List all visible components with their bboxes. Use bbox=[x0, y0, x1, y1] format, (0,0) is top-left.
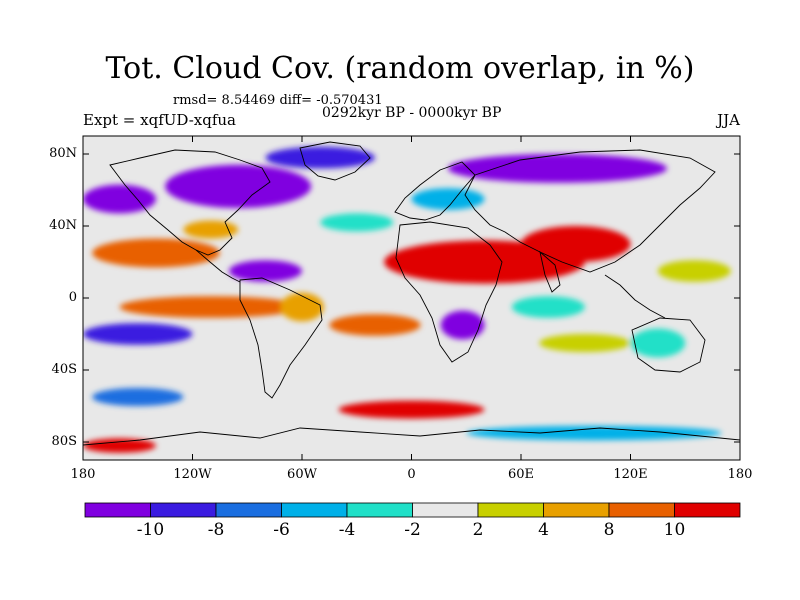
lat-tick-label: 40N bbox=[49, 218, 77, 233]
lat-tick-label: 80N bbox=[49, 146, 77, 161]
colorbar-segment bbox=[215, 502, 282, 518]
lon-tick-label: 60E bbox=[507, 467, 535, 482]
lon-tick-label: 60W bbox=[287, 467, 317, 482]
longitude-ticks bbox=[82, 136, 741, 460]
colorbar-segment bbox=[150, 502, 217, 518]
lon-tick-label: 120W bbox=[173, 467, 212, 482]
anomaly-region-north-atlantic-mid bbox=[320, 213, 394, 232]
lat-tick-label: 80S bbox=[51, 434, 77, 449]
colorbar-segment bbox=[281, 502, 348, 518]
colorbar-label: 2 bbox=[472, 520, 484, 540]
coastline-antarctica bbox=[83, 427, 740, 446]
colorbar bbox=[84, 502, 741, 518]
colorbar-label: 8 bbox=[603, 520, 615, 540]
anomaly-region-antarctic-south bbox=[83, 438, 156, 453]
stats-text: rmsd= 8.54469 diff= -0.570431 bbox=[173, 93, 383, 108]
anomaly-region-southern-ocean-west bbox=[92, 388, 184, 406]
period-text: 0292kyr BP - 0000kyr BP bbox=[322, 105, 502, 121]
coastline-central-america bbox=[195, 249, 241, 283]
coastline-asia bbox=[464, 149, 716, 273]
season-text: JJA bbox=[717, 111, 740, 129]
anomaly-region-west-pacific bbox=[657, 260, 731, 282]
colorbar-label: 10 bbox=[663, 520, 686, 540]
colorbar-segment bbox=[543, 502, 610, 518]
anomaly-region-south-atlantic bbox=[329, 314, 421, 336]
coastline-north-america bbox=[109, 149, 271, 256]
anomaly-region-antarctic-rim bbox=[466, 425, 722, 441]
anomaly-region-us-west bbox=[183, 220, 239, 239]
anomaly-region-siberia bbox=[448, 154, 667, 183]
coastline-india bbox=[539, 250, 561, 293]
anomaly-region-amazon bbox=[280, 292, 324, 322]
anomaly-region-tropical-pacific-south bbox=[119, 296, 302, 318]
lon-tick-label: 0 bbox=[407, 467, 416, 482]
anomaly-region-north-pacific bbox=[83, 184, 156, 214]
experiment-text: Expt = xqfUD-xqfua bbox=[83, 111, 236, 129]
lon-tick-label: 180 bbox=[70, 467, 96, 482]
anomaly-field bbox=[83, 146, 731, 453]
coastline-greenland bbox=[299, 141, 371, 181]
anomaly-region-eastern-pacific bbox=[92, 238, 220, 268]
coastline-africa bbox=[395, 221, 503, 363]
colorbar-segment bbox=[84, 502, 151, 518]
colorbar-segment bbox=[608, 502, 675, 518]
anomaly-region-north-atlantic-canada bbox=[165, 164, 312, 208]
coastlines bbox=[83, 141, 740, 446]
colorbar-label: -6 bbox=[273, 520, 290, 540]
lon-tick-label: 180 bbox=[727, 467, 753, 482]
coastline-south-america bbox=[239, 277, 323, 399]
coastline-australia bbox=[631, 317, 706, 373]
anomaly-region-southern-ocean-atlantic bbox=[338, 400, 485, 419]
anomaly-region-south-indian bbox=[539, 334, 631, 352]
anomaly-region-central-america bbox=[229, 260, 302, 282]
anomaly-region-europe bbox=[411, 188, 485, 210]
lon-tick-label: 120E bbox=[613, 467, 648, 482]
colorbar-label: -4 bbox=[338, 520, 356, 540]
colorbar-segment bbox=[477, 502, 544, 518]
colorbar-segment bbox=[412, 502, 479, 518]
anomaly-region-australia bbox=[630, 328, 686, 358]
anomaly-region-south-pacific bbox=[83, 323, 193, 345]
lat-tick-label: 0 bbox=[68, 290, 77, 305]
colorbar-label: -10 bbox=[136, 520, 165, 540]
colorbar-label: 4 bbox=[538, 520, 549, 540]
colorbar-segment bbox=[674, 502, 741, 518]
anomaly-region-southern-africa bbox=[440, 310, 485, 340]
anomaly-region-arctic-greenland bbox=[265, 146, 375, 169]
anomaly-region-india-asia bbox=[521, 226, 631, 262]
lat-tick-label: 40S bbox=[51, 362, 77, 377]
colorbar-segment bbox=[346, 502, 413, 518]
coastline-southeast-asia bbox=[604, 274, 666, 319]
colorbar-label: -2 bbox=[404, 520, 421, 540]
map-title: Tot. Cloud Cov. (random overlap, in %) bbox=[105, 51, 695, 86]
latitude-ticks bbox=[83, 153, 740, 443]
colorbar-label: -8 bbox=[207, 520, 225, 540]
coastline-europe bbox=[394, 161, 476, 221]
anomaly-region-indian-ocean bbox=[511, 296, 585, 318]
